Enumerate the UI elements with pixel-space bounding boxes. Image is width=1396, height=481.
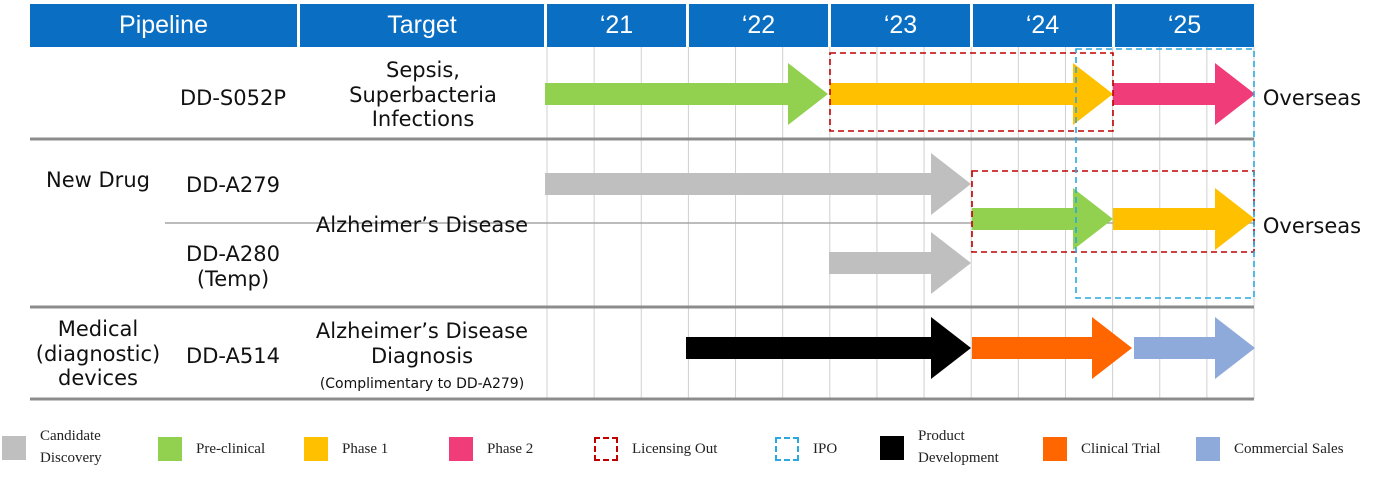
legend-label: Product Development bbox=[918, 428, 999, 466]
phase2-swatch-icon bbox=[449, 437, 473, 461]
clinical-trial-arrow-da514 bbox=[972, 317, 1132, 379]
phase1-arrow-ds052p bbox=[830, 63, 1113, 125]
category-new-drug: New Drug bbox=[46, 167, 150, 192]
legend-label: Phase 1 bbox=[342, 440, 389, 457]
phase1-arrow-alzheimers bbox=[1113, 188, 1255, 250]
header-year-2023: ‘23 bbox=[831, 4, 970, 47]
pipeline-ds052p: DD-S052P bbox=[180, 85, 286, 110]
pipeline-da514: DD-A514 bbox=[186, 343, 280, 368]
category-medical-devices: Medical (diagnostic) devices bbox=[35, 316, 161, 391]
header-year-2024: ‘24 bbox=[973, 4, 1112, 47]
legend-candidate-discovery: Candidate Discovery bbox=[2, 426, 120, 470]
legend-commercial-sales: Commercial Sales bbox=[1196, 437, 1344, 461]
pipeline-da279: DD-A279 bbox=[186, 172, 280, 197]
legend-licensing-out: Licensing Out bbox=[594, 437, 717, 461]
legend-phase2: Phase 2 bbox=[449, 437, 533, 461]
legend-ipo: IPO bbox=[775, 437, 837, 461]
legend-clinical-trial: Clinical Trial bbox=[1043, 437, 1161, 461]
pre-clinical-swatch-icon bbox=[158, 437, 182, 461]
ipo-dashed-box-icon bbox=[775, 437, 799, 461]
phase1-swatch-icon bbox=[304, 437, 328, 461]
product-development-swatch-icon bbox=[880, 435, 904, 460]
commercial-sales-swatch-icon bbox=[1196, 437, 1220, 461]
legend-label: Licensing Out bbox=[632, 440, 718, 457]
candidate-discovery-arrow-da279 bbox=[545, 153, 971, 215]
legend-label: IPO bbox=[813, 440, 838, 457]
licensing-out-box-ds052p bbox=[829, 52, 1114, 132]
target-da514: Alzheimer’s Disease Diagnosis bbox=[315, 319, 529, 368]
header-year-2021: ‘21 bbox=[547, 4, 686, 47]
target-ds052p: Sepsis, Superbacteria Infections bbox=[349, 57, 497, 132]
candidate-discovery-swatch-icon bbox=[2, 435, 26, 460]
pre-clinical-arrow-ds052p bbox=[545, 63, 828, 125]
legend-product-development: Product Development bbox=[880, 426, 1010, 470]
licensing-out-dashed-box-icon bbox=[594, 437, 618, 461]
legend-phase1: Phase 1 bbox=[304, 437, 388, 461]
pipeline-da280: DD-A280 (Temp) bbox=[186, 242, 280, 291]
header-year-2025: ‘25 bbox=[1115, 4, 1254, 47]
outcome-overseas-alzheimers: Overseas bbox=[1262, 213, 1362, 238]
ipo-box bbox=[1075, 48, 1255, 299]
pre-clinical-arrow-alzheimers bbox=[972, 188, 1113, 250]
header-pipeline: Pipeline bbox=[30, 4, 297, 47]
legend-label: Commercial Sales bbox=[1234, 440, 1344, 457]
outcome-overseas-ds052p: Overseas bbox=[1262, 85, 1362, 110]
clinical-trial-swatch-icon bbox=[1043, 437, 1067, 461]
product-development-arrow-da514 bbox=[686, 317, 971, 379]
timeline-arrows bbox=[545, 63, 1255, 379]
legend-pre-clinical: Pre-clinical bbox=[158, 437, 265, 461]
target-alzheimers: Alzheimer’s Disease bbox=[315, 212, 529, 237]
candidate-discovery-arrow-da280 bbox=[829, 232, 971, 294]
header-year-2022: ‘22 bbox=[689, 4, 828, 47]
target-da514-note: (Complimentary to DD-A279) bbox=[319, 375, 525, 392]
commercial-sales-arrow-da514 bbox=[1134, 317, 1255, 379]
legend-label: Phase 2 bbox=[487, 440, 534, 457]
header-target: Target bbox=[300, 4, 544, 47]
legend-label: Candidate Discovery bbox=[40, 428, 102, 466]
legend-label: Clinical Trial bbox=[1081, 440, 1161, 457]
legend-label: Pre-clinical bbox=[196, 440, 266, 457]
phase2-arrow-ds052p bbox=[1113, 63, 1255, 125]
